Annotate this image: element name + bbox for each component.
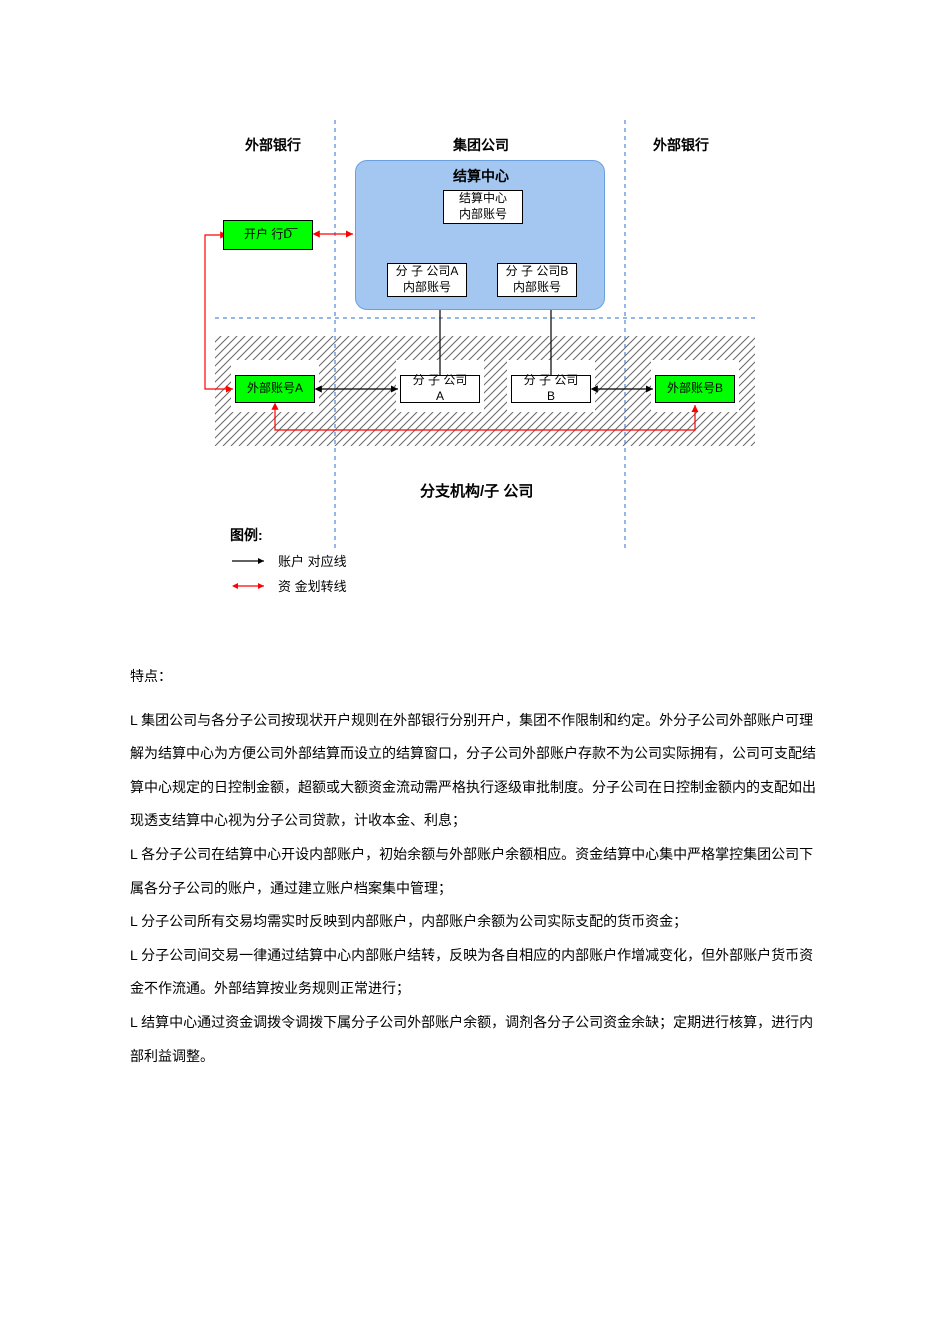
node-ext-acc-b: 外部账号B bbox=[655, 375, 735, 403]
diagram: 外部银行 集团公司 外部银行 结算中心 开户 行D͞ 结算中心 内部账号 分 子… bbox=[185, 100, 765, 620]
col-left-label: 外部银行 bbox=[245, 135, 301, 155]
node-sub-b: 分 子 公司B bbox=[511, 375, 591, 403]
node-sub-b-internal: 分 子 公司B 内部账号 bbox=[497, 263, 577, 297]
node-cc-account: 结算中心 内部账号 bbox=[443, 190, 523, 224]
legend-text-2: 资 金划转线 bbox=[278, 576, 347, 595]
legend: 图例: 账户 对应线 资 金划转线 bbox=[230, 525, 347, 595]
legend-row-2: 资 金划转线 bbox=[230, 576, 347, 595]
clearing-center-title: 结算中心 bbox=[453, 166, 509, 186]
col-right-label: 外部银行 bbox=[653, 135, 709, 155]
node-sub-a: 分 子 公司A bbox=[400, 375, 480, 403]
para-3: L 分子公司间交易一律通过结算中心内部账户结转，反映为各自相应的内部账户作增减变… bbox=[130, 939, 820, 1006]
legend-title: 图例: bbox=[230, 525, 347, 545]
para-4: L 结算中心通过资金调拨令调拨下属分子公司外部账户余额，调剂各分子公司资金余缺；… bbox=[130, 1006, 820, 1073]
text-content: 特点： L 集团公司与各分子公司按现状开户规则在外部银行分别开户，集团不作限制和… bbox=[130, 660, 820, 1073]
col-center-label: 集团公司 bbox=[453, 135, 509, 155]
para-1: L 各分子公司在结算中心开设内部账户，初始余额与外部账户余额相应。资金结算中心集… bbox=[130, 838, 820, 905]
branch-label: 分支机构/子 公司 bbox=[420, 480, 533, 501]
node-ext-acc-a: 外部账号A bbox=[235, 375, 315, 403]
node-open-bank: 开户 行D͞ bbox=[223, 220, 313, 250]
para-0: L 集团公司与各分子公司按现状开户规则在外部银行分别开户，集团不作限制和约定。外… bbox=[130, 704, 820, 838]
heading: 特点： bbox=[130, 660, 820, 694]
legend-text-1: 账户 对应线 bbox=[278, 551, 347, 570]
legend-row-1: 账户 对应线 bbox=[230, 551, 347, 570]
para-2: L 分子公司所有交易均需实时反映到内部账户，内部账户余额为公司实际支配的货币资金… bbox=[130, 905, 820, 939]
node-sub-a-internal: 分 子 公司A 内部账号 bbox=[387, 263, 467, 297]
